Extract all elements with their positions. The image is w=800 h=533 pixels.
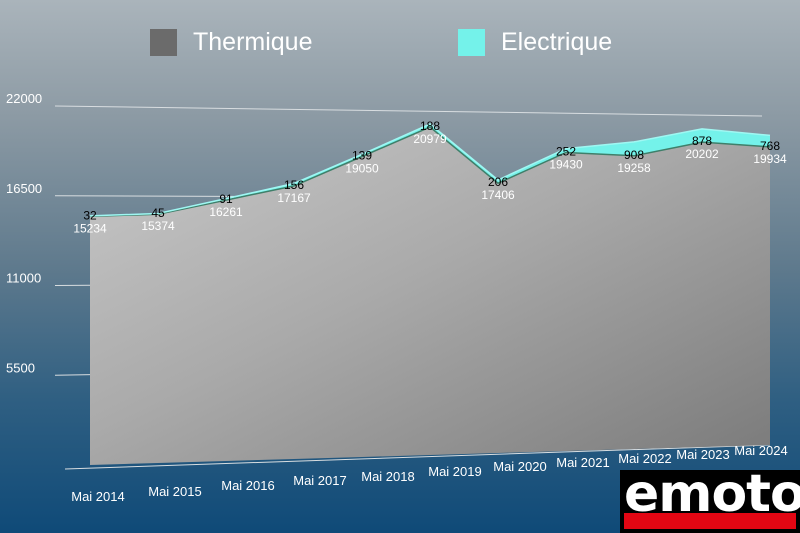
x-tick-label: Mai 2024 <box>734 443 787 458</box>
data-label-thermique: 17167 <box>277 191 311 205</box>
x-tick-label: Mai 2020 <box>493 459 546 474</box>
data-label-thermique: 15374 <box>141 219 175 233</box>
data-label-electrique: 45 <box>151 206 165 220</box>
x-tick-label: Mai 2017 <box>293 473 346 488</box>
data-label-electrique: 768 <box>760 139 780 153</box>
legend-item-electrique: Electrique <box>458 28 612 57</box>
legend-swatch-thermique <box>150 29 177 56</box>
areas <box>89 123 771 465</box>
series-electrique-area <box>90 124 770 217</box>
y-tick-label: 5500 <box>6 360 35 375</box>
data-label-electrique: 188 <box>420 119 440 133</box>
data-label-thermique: 15234 <box>73 221 107 235</box>
series-thermique-edge <box>89 126 771 218</box>
y-tick-label: 22000 <box>6 91 42 106</box>
data-label-thermique: 20979 <box>413 132 447 146</box>
x-tick-label: Mai 2023 <box>676 447 729 462</box>
data-label-electrique: 139 <box>352 149 372 163</box>
x-tick-label: Mai 2021 <box>556 455 609 470</box>
data-label-thermique: 16261 <box>209 205 243 219</box>
data-label-thermique: 19430 <box>549 157 583 171</box>
data-label-thermique: 19258 <box>617 161 651 175</box>
data-label-electrique: 156 <box>284 178 304 192</box>
data-label-electrique: 878 <box>692 134 712 148</box>
legend-label-thermique: Thermique <box>193 28 313 56</box>
logo-text: emoto <box>624 464 800 524</box>
gridline <box>54 105 763 117</box>
series-thermique-area <box>90 127 770 465</box>
legend-label-electrique: Electrique <box>501 28 613 56</box>
legend-item-thermique: Thermique <box>150 28 313 57</box>
data-label-electrique: 206 <box>488 175 508 189</box>
y-tick-label: 11000 <box>6 271 41 286</box>
data-label-thermique: 19050 <box>345 162 379 176</box>
x-tick-label: Mai 2022 <box>618 451 671 466</box>
x-tick-label: Mai 2016 <box>221 478 274 493</box>
x-tick-label: Mai 2014 <box>71 489 124 504</box>
emoto-logo: emoto <box>620 464 800 533</box>
x-tick-label: Mai 2018 <box>361 469 414 484</box>
data-label-thermique: 17406 <box>481 188 515 202</box>
y-tick-label: 16500 <box>6 181 42 196</box>
x-tick-label: Mai 2015 <box>148 484 201 499</box>
legend-swatch-electrique <box>458 29 485 56</box>
data-label-electrique: 908 <box>624 148 644 162</box>
data-label-electrique: 32 <box>83 208 97 222</box>
data-label-thermique: 19934 <box>753 152 787 166</box>
data-label-thermique: 20202 <box>685 147 719 161</box>
baseline <box>64 444 771 470</box>
series-electrique-edge <box>89 123 771 217</box>
logo-red-band <box>624 513 796 529</box>
x-tick-label: Mai 2019 <box>428 464 481 479</box>
data-label-electrique: 91 <box>219 192 233 206</box>
data-label-electrique: 252 <box>556 144 576 158</box>
